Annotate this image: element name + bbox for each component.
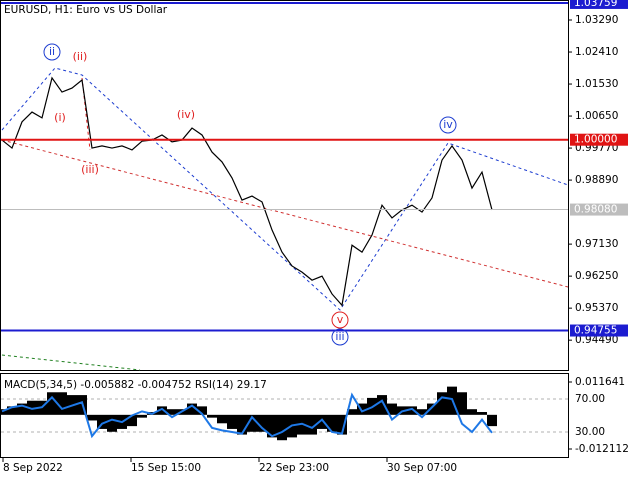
macd-bar [307,414,317,435]
macd-bar [227,414,237,429]
rsi-line [1,392,493,439]
x-tick-label: 8 Sep 2022 [3,462,63,474]
level-label: 0.94755 [574,325,617,337]
macd-bar [347,409,357,415]
macd-bar [487,414,497,427]
macd-bar [277,414,287,441]
wave-label: v [337,313,344,326]
wave-label: iv [443,118,453,131]
wave-label: (i) [54,111,66,124]
macd-bar [197,406,207,415]
trend-line [1,139,569,288]
macd-bar [357,403,367,415]
macd-bar [407,406,417,415]
level-box [570,324,628,337]
macd-bar [127,414,137,427]
wave-circle [43,43,61,61]
y2-tick-label: 30.00 [575,426,605,438]
x-tick-label: 22 Sep 23:00 [259,462,329,474]
y-tick-label: -0.012112 [575,443,629,455]
level-box [570,203,628,216]
macd-bar [187,403,197,415]
sub-frame [0,373,569,458]
wave-label: (iii) [81,163,99,176]
macd-bar [87,414,97,421]
macd-bar [137,414,147,418]
macd-bar [107,414,117,432]
trend-line [1,354,141,371]
macd-bar [457,392,467,415]
y-tick-label: 0.011641 [575,376,625,388]
y-tick-label: 1.01530 [575,78,618,90]
macd-bar [417,409,427,415]
macd-bar [7,406,17,415]
level-box [570,0,628,9]
wave-label: (iv) [177,108,195,121]
chart-title: EURUSD, H1: Euro vs US Dollar [4,4,168,16]
macd-bar [157,406,167,415]
y-tick-label: 0.98890 [575,174,618,186]
level-label: 1.00000 [574,134,617,146]
macd-bar [257,414,267,432]
macd-bar [327,414,337,432]
macd-bar [387,403,397,415]
macd-bar [247,414,257,432]
y-tick-label: 0.94490 [575,334,618,346]
macd-bar [0,409,7,415]
wave-circle [439,116,457,134]
y2-tick-label: 70.00 [575,393,605,405]
wave-circle [331,328,349,346]
macd-bar [317,414,327,429]
indicator-title: MACD(5,34,5) -0.005882 -0.004752 RSI(14)… [4,379,267,391]
level-label: 0.98080 [574,204,617,216]
wave-label: ii [49,45,55,58]
macd-bar [97,414,107,429]
macd-bar [167,409,177,415]
macd-bar [427,403,437,415]
x-tick-label: 15 Sep 15:00 [131,462,201,474]
macd-bar [47,392,57,415]
main-frame [0,0,569,371]
macd-bar [207,414,217,418]
level-box [570,133,628,146]
macd-bar [57,392,67,415]
macd-bar [477,412,487,415]
wave-circle [331,311,349,329]
macd-bar [27,400,37,415]
wave-label: (ii) [73,50,88,63]
y-tick-label: 1.00650 [575,110,618,122]
y-tick-label: 1.03290 [575,14,618,26]
macd-bar [377,395,387,415]
macd-bar [17,403,27,415]
macd-bar [267,414,277,438]
macd-bar [437,392,447,415]
y-tick-label: 0.96250 [575,270,618,282]
macd-bar [467,409,477,415]
macd-bar [217,414,227,424]
level-label: 1.03759 [574,0,617,9]
y-tick-label: 0.97130 [575,238,618,250]
macd-bar [237,414,247,435]
macd-bar [337,414,347,435]
x-tick-label: 30 Sep 07:00 [387,462,457,474]
wave-line [1,67,569,311]
y-tick-label: 0.95370 [575,302,618,314]
wave-label: iii [335,330,344,343]
price-line [1,76,493,307]
y-tick-label: 1.02410 [575,46,618,58]
